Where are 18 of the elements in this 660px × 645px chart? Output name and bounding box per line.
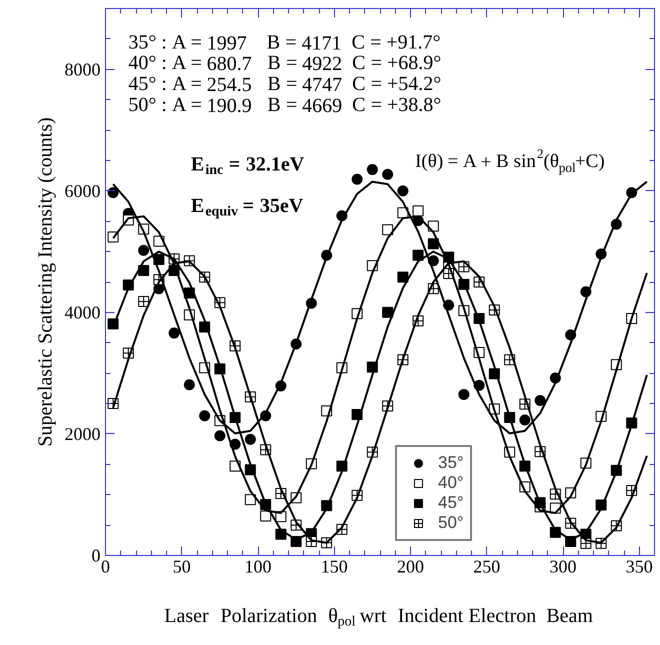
text: 45° : A = 254.5 B = 4747 C = +54.2° xyxy=(128,72,442,96)
y-tick-label: 6000 xyxy=(64,180,100,201)
x-tick-label: 50 xyxy=(172,556,191,576)
x-tick-label: 300 xyxy=(550,556,576,576)
y-tick-label: 4000 xyxy=(64,302,100,322)
x-tick-label: 350 xyxy=(626,556,653,576)
x-tick-label: 150 xyxy=(320,556,348,576)
x-tick-label: 250 xyxy=(473,556,500,576)
y-axis-title: Superelastic Scattering Intensity (counts) xyxy=(34,117,56,447)
legend-label: 40° xyxy=(438,473,464,493)
legend-label: 50° xyxy=(438,513,464,533)
legend-label: 45° xyxy=(438,493,464,513)
x-tick-label: 200 xyxy=(397,556,424,576)
text: 50° : A = 190.9 B = 4669 C = +38.8° xyxy=(128,94,442,118)
x-tick-label: 100 xyxy=(244,556,272,576)
y-tick-label: 2000 xyxy=(64,424,100,444)
y-tick-label: 8000 xyxy=(64,59,100,80)
legend-label: 35° xyxy=(438,453,464,473)
